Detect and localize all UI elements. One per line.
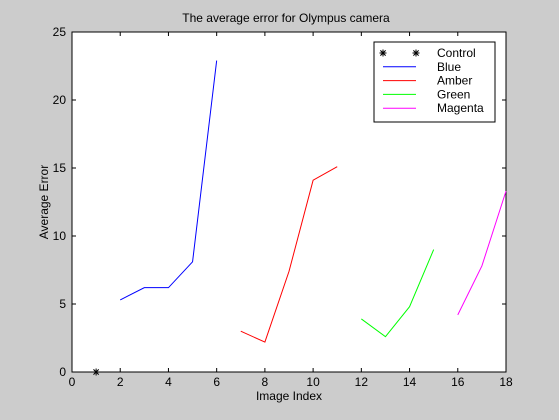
axes-ticks: 0 2 4 6 8 10 12 14 16 18 0 5 10 15 20 25 <box>53 25 513 389</box>
x-tick-label: 18 <box>499 375 513 389</box>
y-tick-label: 25 <box>53 25 67 39</box>
chart-title: The average error for Olympus camera <box>182 11 390 25</box>
series-blue-line <box>119 60 218 301</box>
y-tick-label: 0 <box>59 365 66 379</box>
y-tick-label: 20 <box>53 93 67 107</box>
y-axis-label: Average Error <box>37 165 51 239</box>
series-control-marker <box>92 368 100 376</box>
y-tick-label: 10 <box>53 229 67 243</box>
y-tick-label: 15 <box>53 161 67 175</box>
legend-blue-label: Blue <box>437 60 461 74</box>
x-tick-label: 4 <box>165 375 172 389</box>
x-tick-label: 12 <box>355 375 369 389</box>
x-tick-label: 8 <box>262 375 269 389</box>
x-tick-label: 14 <box>403 375 417 389</box>
legend-control-label: Control <box>437 46 476 60</box>
x-tick-label: 0 <box>69 375 76 389</box>
y-tick-label: 5 <box>59 297 66 311</box>
x-axis-label: Image Index <box>256 389 322 403</box>
x-tick-label: 2 <box>117 375 124 389</box>
legend-control-marker <box>379 49 387 57</box>
legend-green-label: Green <box>437 87 470 101</box>
legend-control-marker <box>412 49 420 57</box>
x-tick-label: 6 <box>213 375 220 389</box>
legend-magenta-label: Magenta <box>437 101 484 115</box>
series-magenta-line <box>457 190 507 316</box>
series-green-line <box>361 249 435 338</box>
x-tick-label: 16 <box>451 375 465 389</box>
x-tick-label: 10 <box>306 375 320 389</box>
series-group <box>92 60 507 376</box>
series-amber-line <box>240 166 338 343</box>
legend-amber-label: Amber <box>437 74 472 88</box>
